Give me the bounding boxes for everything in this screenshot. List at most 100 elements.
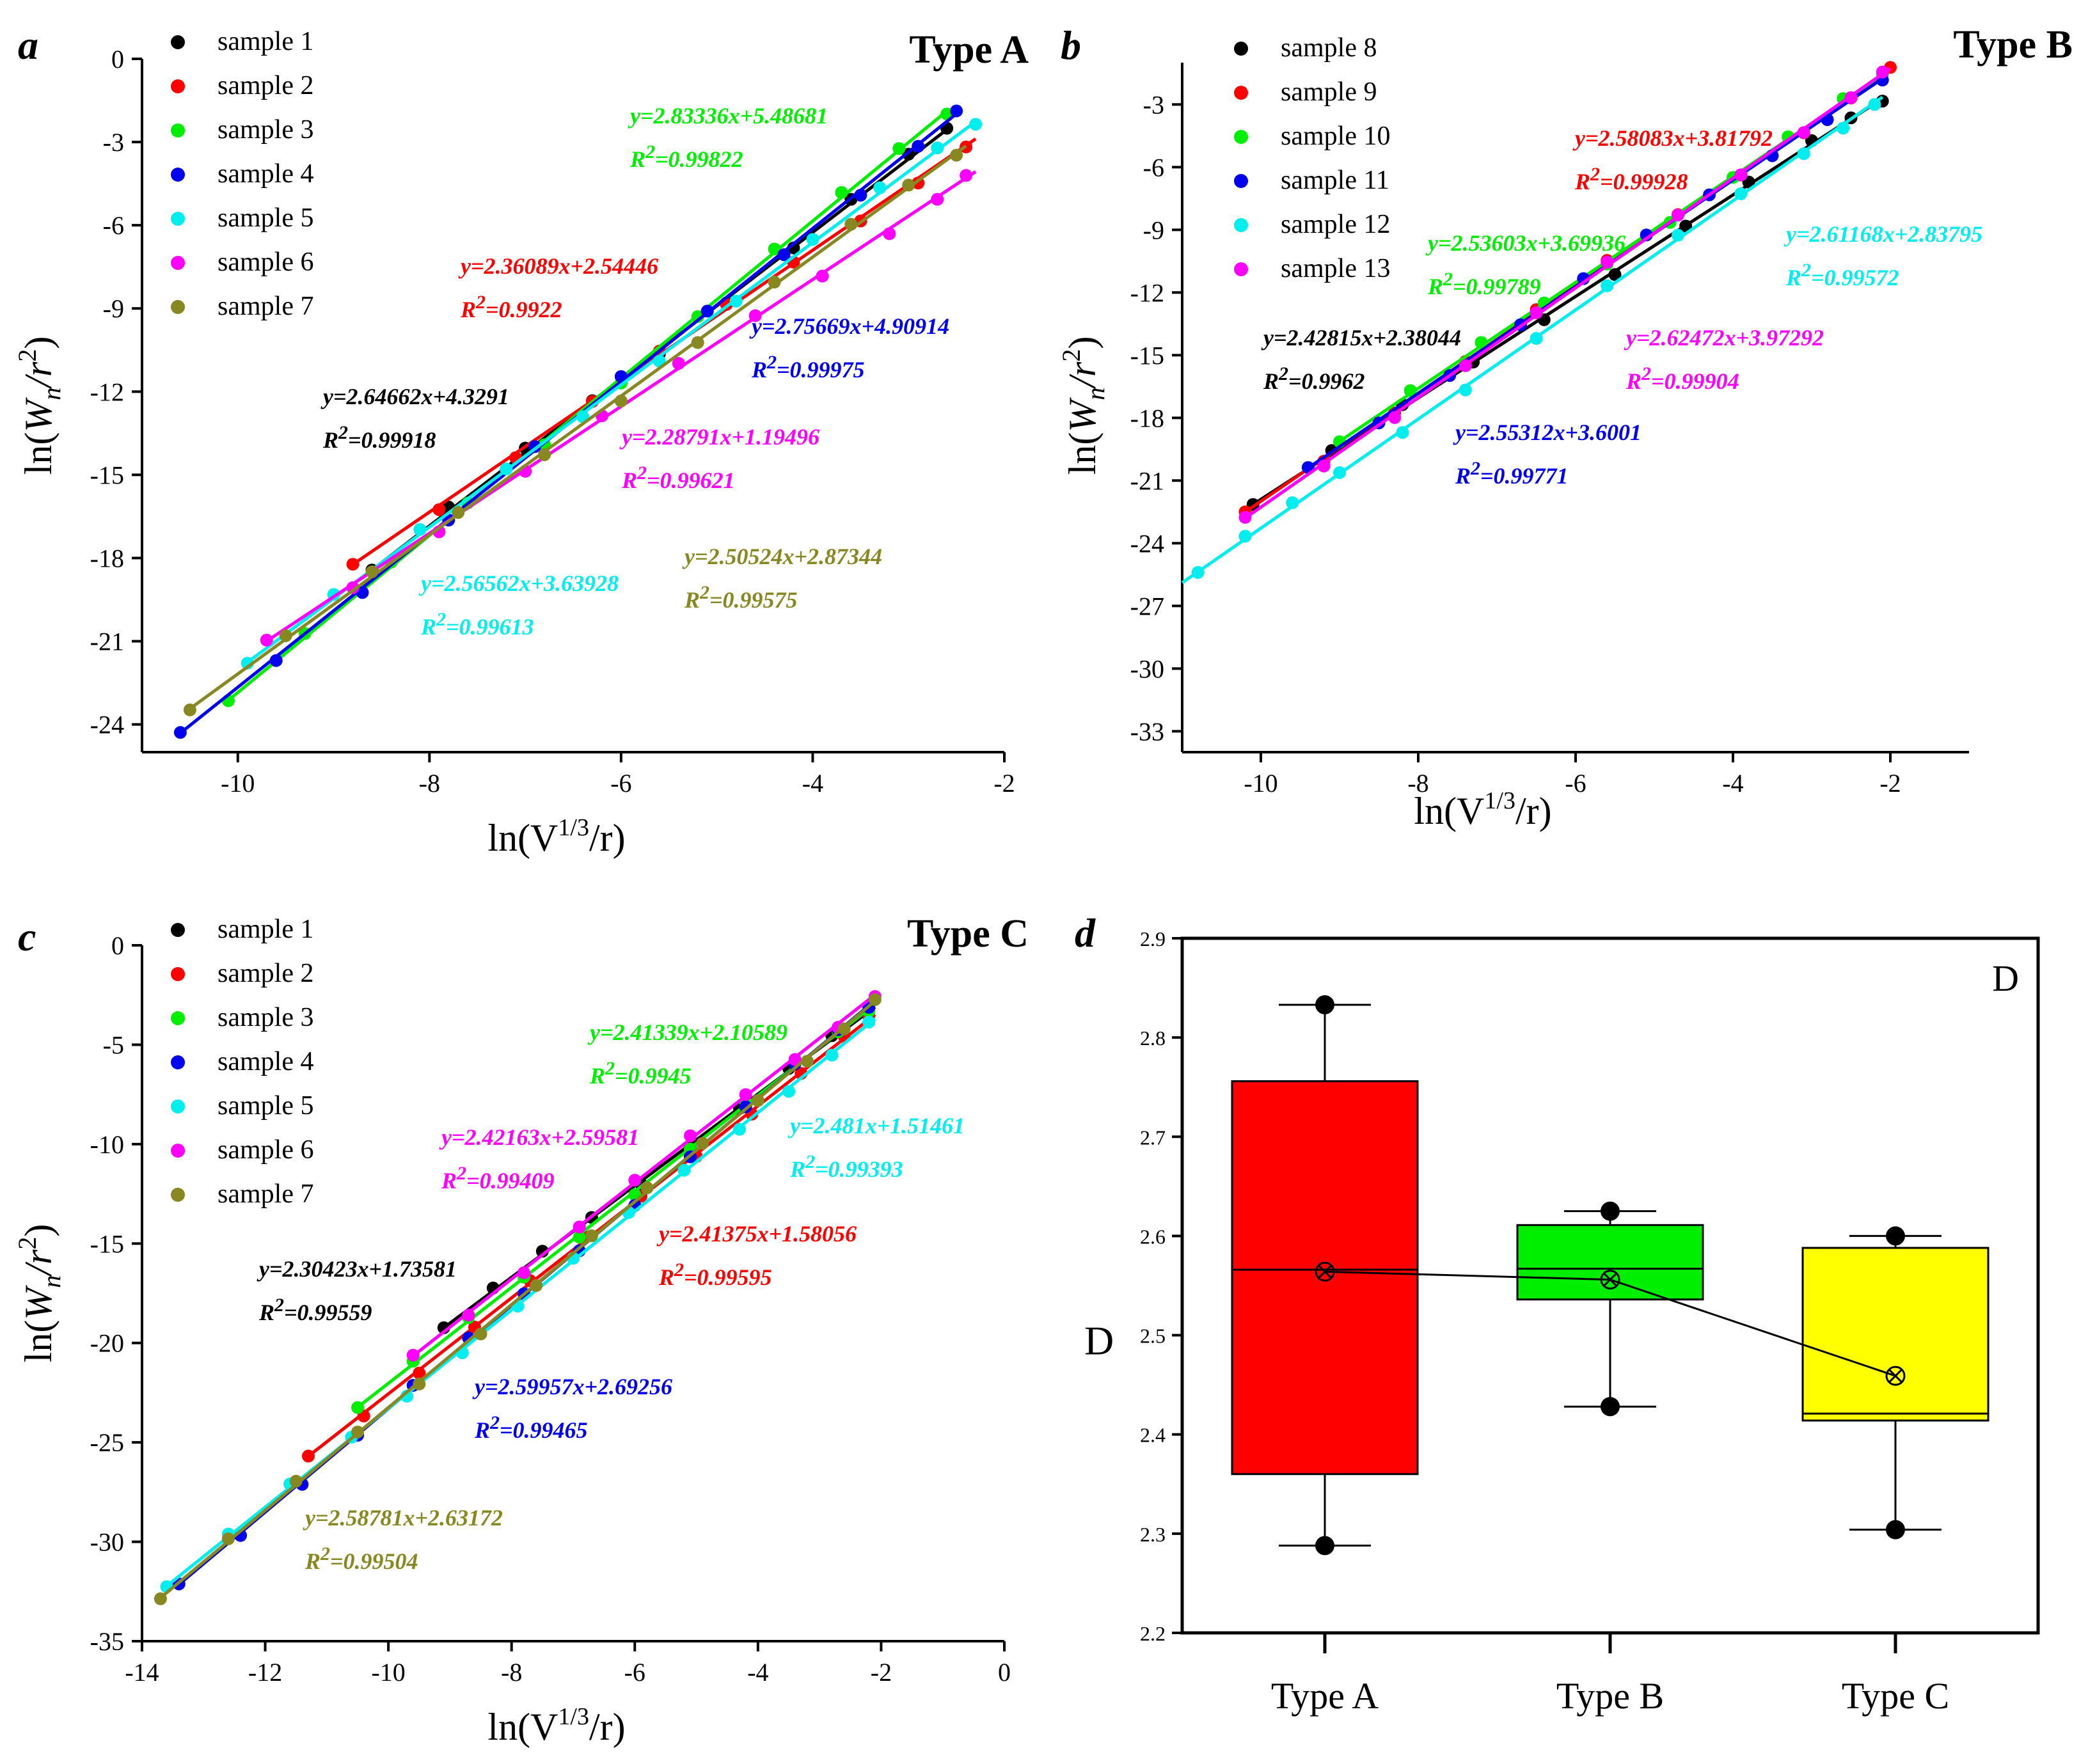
y-tick-label: 2.5 xyxy=(1140,1325,1166,1348)
panel-letter: a xyxy=(18,22,38,68)
y-tick-label: 0 xyxy=(111,45,124,74)
data-point xyxy=(788,1053,802,1066)
data-point xyxy=(1797,147,1810,161)
fit-r2: R2=0.9922 xyxy=(460,292,562,322)
legend-label: sample 3 xyxy=(217,1003,313,1032)
fit-r2: R2=0.99465 xyxy=(474,1412,588,1443)
fit-line xyxy=(227,109,948,702)
legend-marker xyxy=(171,168,185,182)
legend-label: sample 9 xyxy=(1281,77,1377,107)
series-sample-12: sample 12 y=2.61168x+2.83795 R2=0.99572 xyxy=(1181,95,1982,585)
data-point xyxy=(406,1348,420,1362)
legend-marker xyxy=(171,1144,185,1158)
fit-equation: y=2.55312x+3.6001 xyxy=(1453,420,1641,445)
data-point xyxy=(902,178,915,192)
legend-label: sample 4 xyxy=(217,1047,313,1076)
data-point xyxy=(585,1229,598,1243)
fit-equation: y=2.83336x+5.48681 xyxy=(628,103,828,129)
fit-equation: y=2.36089x+2.54446 xyxy=(458,253,658,279)
legend-marker xyxy=(1234,174,1248,188)
box-iqr xyxy=(1231,1080,1419,1476)
data-point xyxy=(535,1245,549,1258)
fit-equation: y=2.59957x+2.69256 xyxy=(472,1374,672,1399)
panel-a: 0 -3 -6 -9 -12 -15 -18 -21 -24 -10 -8 -6 -4 -2 ln(V1/3… xyxy=(13,22,1029,859)
data-point xyxy=(1475,336,1488,349)
data-point xyxy=(873,181,887,194)
data-point xyxy=(748,309,762,322)
data-point xyxy=(351,1425,364,1438)
data-point xyxy=(1317,459,1331,473)
data-point xyxy=(346,581,360,594)
panel-title: Type B xyxy=(1953,23,2073,67)
data-point xyxy=(1404,384,1417,397)
data-point xyxy=(356,586,369,599)
mean-marker xyxy=(1885,1366,1906,1386)
fit-r2: R2=0.9945 xyxy=(589,1058,692,1089)
max-point xyxy=(1886,1226,1905,1246)
y-tick-label: 2.2 xyxy=(1140,1622,1166,1645)
data-point xyxy=(883,227,896,240)
data-point xyxy=(1459,383,1472,397)
data-point xyxy=(530,1279,543,1292)
legend-label: sample 12 xyxy=(1281,210,1390,239)
x-tick-label: -10 xyxy=(221,769,255,798)
y-tick-label: -30 xyxy=(90,1528,124,1557)
data-point xyxy=(960,169,973,182)
y-axis-title: ln(Wn/r2) xyxy=(13,336,66,475)
max-point xyxy=(1315,995,1334,1014)
box-Type-A: Type A xyxy=(1231,995,1419,1717)
min-point xyxy=(1315,1536,1334,1555)
series-sample-7: sample 7 y=2.50524x+2.87344 R2=0.99575 xyxy=(171,145,967,716)
legend-label: sample 5 xyxy=(217,1091,313,1121)
y-tick-label: -35 xyxy=(90,1627,124,1656)
legend-marker xyxy=(1234,42,1248,56)
data-point xyxy=(573,1231,586,1244)
data-point xyxy=(452,506,465,519)
y-tick-label: 2.3 xyxy=(1140,1523,1166,1546)
data-point xyxy=(1238,530,1252,543)
x-tick-label: -4 xyxy=(802,769,823,798)
data-point xyxy=(1876,65,1889,79)
data-point xyxy=(739,1088,752,1101)
x-tick-label: Type C xyxy=(1842,1675,1949,1717)
data-point xyxy=(462,1309,475,1322)
fit-r2: R2=0.99572 xyxy=(1785,260,1899,290)
data-point xyxy=(365,565,379,578)
x-tick-label: -6 xyxy=(1565,769,1586,798)
x-tick-label: -4 xyxy=(747,1658,768,1687)
y-tick-label: -18 xyxy=(90,544,124,572)
y-tick-label: -3 xyxy=(1143,90,1164,119)
x-tick-label: -2 xyxy=(1879,769,1901,798)
data-point xyxy=(628,1174,642,1187)
data-point xyxy=(837,1022,851,1036)
y-tick-label: -12 xyxy=(1130,278,1164,307)
data-point xyxy=(816,269,829,283)
y-tick-label: -25 xyxy=(90,1428,124,1457)
fit-equation: y=2.28791x+1.19496 xyxy=(619,424,819,450)
x-tick-label: -6 xyxy=(624,1658,645,1687)
data-point xyxy=(696,1137,709,1150)
legend-label: sample 8 xyxy=(1281,33,1377,63)
data-point xyxy=(614,370,628,383)
data-point xyxy=(1837,122,1850,135)
x-tick-label: -12 xyxy=(248,1658,282,1687)
max-point xyxy=(1601,1201,1620,1221)
data-point xyxy=(835,186,848,200)
data-point xyxy=(931,193,944,206)
legend-label: sample 5 xyxy=(217,203,313,233)
fit-equation: y=2.42163x+2.59581 xyxy=(439,1124,639,1150)
x-tick-label: 0 xyxy=(998,1658,1011,1687)
fit-equation: y=2.41339x+2.10589 xyxy=(587,1020,787,1045)
fit-r2: R2=0.99789 xyxy=(1427,269,1541,299)
legend-marker xyxy=(171,79,185,93)
data-point xyxy=(154,1592,167,1605)
x-tick-label: -4 xyxy=(1722,769,1743,798)
fit-equation: y=2.53603x+3.69936 xyxy=(1425,230,1625,256)
y-tick-label: -10 xyxy=(90,1130,124,1159)
fit-r2: R2=0.99822 xyxy=(629,141,743,172)
data-point xyxy=(672,357,685,370)
panel-c: 0-5-10-15-20-25-30-35-14 -12 -10 -8 -6 -4 -2 0l… xyxy=(13,912,1029,1748)
fit-equation: y=2.56562x+3.63928 xyxy=(418,571,619,596)
fit-equation: y=2.481x+1.51461 xyxy=(787,1113,965,1138)
data-point xyxy=(868,993,882,1006)
